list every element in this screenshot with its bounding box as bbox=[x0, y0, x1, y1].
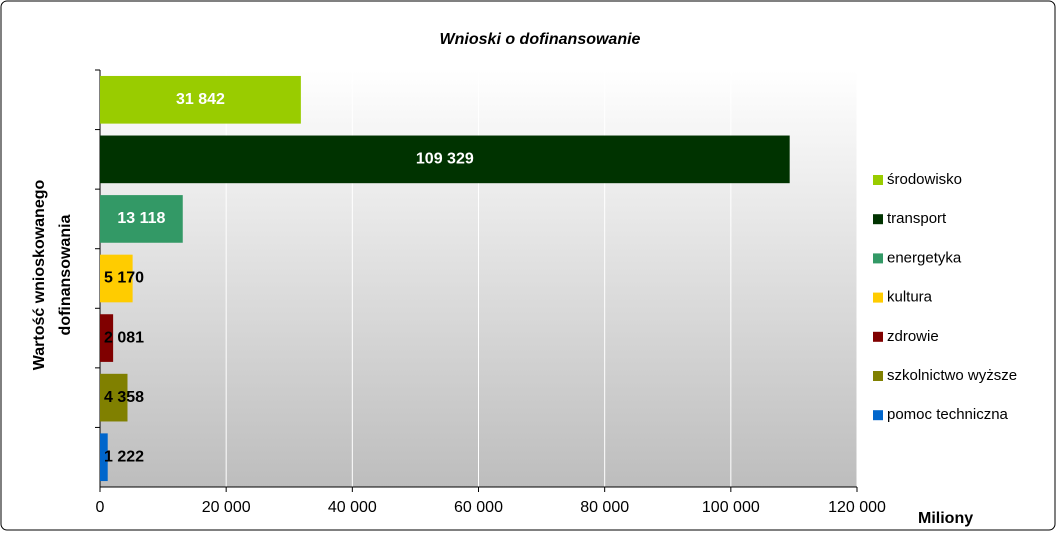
x-tick-label: 80 000 bbox=[580, 499, 629, 516]
y-axis-label: Wartość wnioskowanego bbox=[31, 180, 48, 371]
legend-swatch bbox=[873, 371, 883, 381]
y-axis-label: dofinansowania bbox=[57, 214, 74, 335]
legend-label: pomoc techniczna bbox=[887, 406, 1009, 423]
legend-label: energetyka bbox=[887, 249, 962, 266]
bar bbox=[100, 195, 183, 243]
data-label: 4 358 bbox=[104, 389, 144, 406]
legend-swatch bbox=[873, 253, 883, 264]
x-tick-label: 0 bbox=[96, 499, 105, 516]
legend-label: środowisko bbox=[887, 171, 962, 188]
x-tick-label: 40 000 bbox=[328, 499, 377, 516]
x-tick-label: 60 000 bbox=[454, 499, 503, 516]
legend-label: transport bbox=[887, 210, 947, 227]
legend-swatch bbox=[873, 410, 883, 421]
legend-label: zdrowie bbox=[887, 328, 939, 345]
data-label: 1 222 bbox=[104, 448, 144, 465]
x-tick-label: 120 000 bbox=[828, 499, 886, 516]
x-tick-label: 20 000 bbox=[202, 499, 251, 516]
x-tick-label: 100 000 bbox=[702, 499, 760, 516]
data-label: 2 081 bbox=[104, 329, 144, 346]
bar bbox=[100, 75, 301, 124]
bar bbox=[100, 433, 108, 482]
x-axis-label: Miliony bbox=[918, 510, 973, 527]
data-label: 13 118 bbox=[117, 210, 165, 227]
legend-swatch bbox=[873, 175, 883, 185]
data-label: 31 842 bbox=[176, 91, 225, 108]
bar bbox=[100, 135, 790, 184]
legend-label: szkolnictwo wyższe bbox=[887, 367, 1017, 384]
bar bbox=[100, 314, 114, 362]
chart-title: Wnioski o dofinansowanie bbox=[440, 31, 641, 48]
data-label: 5 170 bbox=[104, 270, 144, 287]
legend-swatch bbox=[873, 331, 883, 342]
legend-swatch bbox=[873, 292, 883, 303]
data-label: 109 329 bbox=[416, 151, 474, 168]
bar bbox=[100, 254, 133, 303]
legend-swatch bbox=[873, 214, 883, 225]
legend-label: kultura bbox=[887, 289, 933, 306]
bar bbox=[100, 373, 128, 422]
